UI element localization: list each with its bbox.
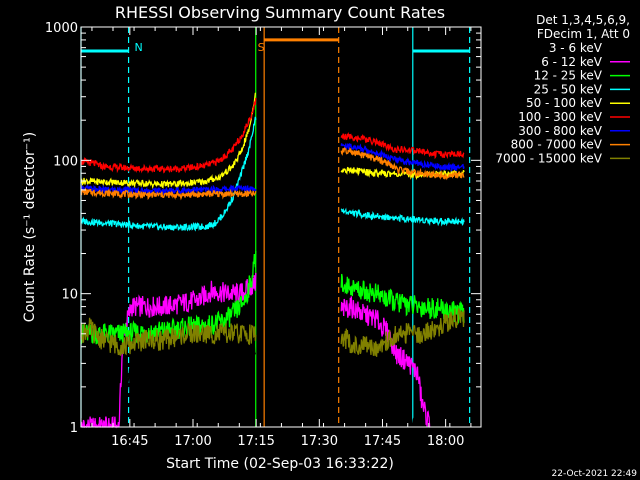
legend-label: 100 - 300 keV — [518, 110, 602, 124]
y-axis-label: Count Rate (s⁻¹ detector⁻¹) — [22, 132, 38, 322]
x-tick-label: 16:45 — [111, 434, 148, 449]
legend-label: 3 - 6 keV — [549, 41, 603, 55]
legend-label: 25 - 50 keV — [534, 82, 603, 96]
x-tick-label: 17:30 — [301, 434, 338, 449]
legend-label: 800 - 7000 keV — [511, 138, 603, 152]
legend-label: 50 - 100 keV — [526, 96, 603, 110]
legend-header-line-2: FDecim 1, Att 0 — [537, 27, 630, 41]
series-line — [80, 307, 465, 357]
legend: Det 1,3,4,5,6,9, FDecim 1, Att 0 3 - 6 k… — [495, 13, 630, 165]
y-tick-label: 100 — [53, 154, 78, 169]
series-line — [80, 97, 465, 174]
x-axis-label: Start Time (02-Sep-03 16:33:22) — [166, 456, 394, 472]
chart-title: RHESSI Observing Summary Count Rates — [115, 3, 445, 22]
legend-label: 12 - 25 keV — [534, 69, 603, 83]
series-line — [80, 147, 465, 201]
y-axis: 1 10 100 1000 — [45, 21, 481, 436]
legend-label: 6 - 12 keV — [541, 55, 603, 69]
x-tick-label: 17:15 — [237, 434, 274, 449]
annotation-label: S — [258, 41, 265, 54]
x-axis: 16:45 17:00 17:15 17:30 17:45 18:00 — [91, 27, 472, 449]
legend-header-line-1: Det 1,3,4,5,6,9, — [536, 13, 630, 27]
y-tick-label: 1000 — [45, 21, 78, 36]
annotation-label: N — [134, 41, 142, 54]
legend-label: 7000 - 15000 keV — [495, 151, 602, 165]
x-tick-label: 17:00 — [174, 434, 211, 449]
x-tick-label: 18:00 — [427, 434, 464, 449]
y-tick-label: 1 — [70, 421, 78, 436]
series-layer — [80, 92, 465, 429]
series-line — [80, 116, 465, 232]
footer-timestamp: 22-Oct-2021 22:49 — [552, 469, 638, 479]
legend-label: 300 - 800 keV — [518, 124, 602, 138]
y-tick-label: 10 — [61, 288, 78, 303]
x-tick-label: 17:45 — [364, 434, 401, 449]
